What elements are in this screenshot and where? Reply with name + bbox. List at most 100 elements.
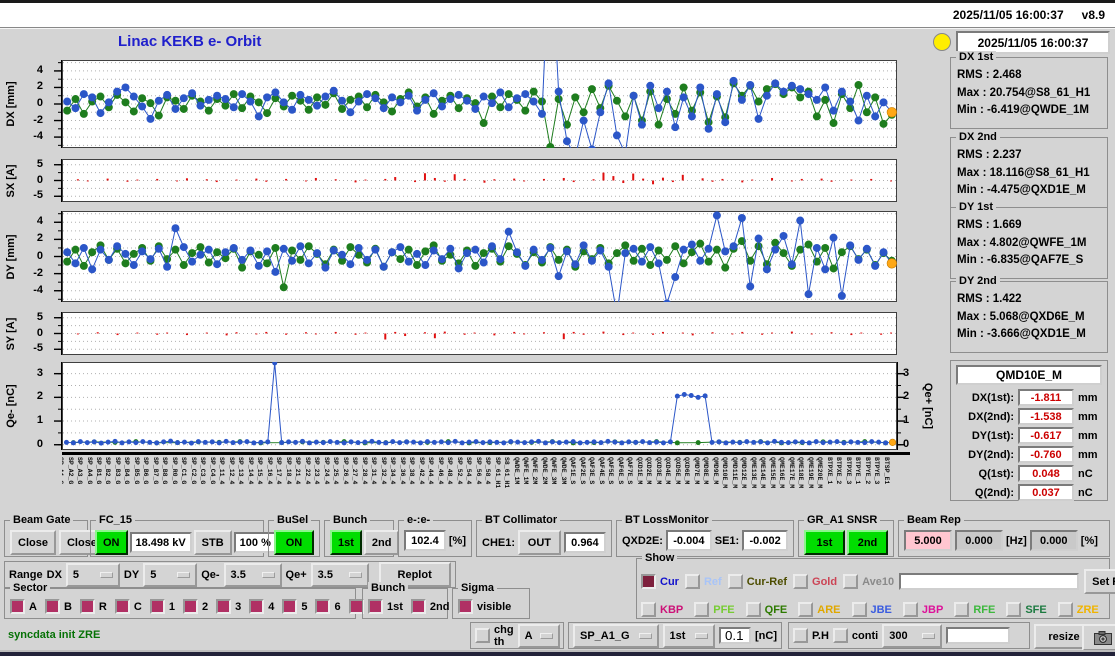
sp-select[interactable]: SP_A1_G	[573, 623, 659, 648]
range-qem-select[interactable]: 3.5	[223, 562, 282, 587]
cur-ref-toggle[interactable]: Cur-Ref	[727, 574, 787, 589]
che1-out-button[interactable]: OUT	[518, 530, 561, 555]
monitor-row-label: Q(2nd):	[974, 486, 1014, 499]
bt-collimator-legend: BT Collimator	[482, 514, 561, 526]
toggle-label: Ref	[703, 575, 722, 588]
checkbox-icon	[851, 602, 867, 617]
gr-a1-2nd-button[interactable]: 2nd	[847, 530, 888, 555]
ref-toggle[interactable]: Ref	[684, 574, 722, 589]
visible-toggle[interactable]: visible	[458, 599, 511, 614]
cur-toggle[interactable]: Cur	[641, 574, 679, 589]
toggle-label: 6	[334, 600, 341, 613]
chg-th-select[interactable]: A	[517, 623, 560, 648]
x-axis-label: SP_21_4	[294, 457, 302, 485]
stat-group-title: DX 2nd	[956, 131, 1000, 143]
ref-file-input[interactable]	[899, 573, 1080, 590]
beam-gate-close-1-button[interactable]: Close	[10, 530, 56, 555]
x-axis-label: QME17E_M	[787, 457, 795, 489]
x-axis-label: QMD8E_M	[702, 457, 710, 485]
range-dx-select[interactable]: 5	[65, 562, 120, 587]
bottom-edge	[0, 652, 1115, 656]
r-toggle[interactable]: R	[79, 599, 107, 614]
b-toggle[interactable]: B	[44, 599, 72, 614]
2nd-toggle[interactable]: 2nd	[410, 599, 449, 614]
are-toggle[interactable]: ARE	[798, 602, 841, 617]
gr-a1-1st-button[interactable]: 1st	[804, 530, 845, 555]
checkbox-icon	[902, 602, 918, 617]
beam-rep-group: Beam Rep 5.000 0.000 [Hz] 0.000 [%]	[898, 514, 1110, 557]
3-toggle[interactable]: 3	[216, 599, 241, 614]
bunch-2nd-button[interactable]: 2nd	[363, 530, 400, 555]
zre-toggle[interactable]: ZRE	[1057, 602, 1099, 617]
checkbox-icon	[282, 599, 298, 614]
x-axis-label: QME15E_M	[768, 457, 776, 489]
toggle-label: 1	[168, 600, 175, 613]
busel-on-button[interactable]: ON	[274, 530, 314, 555]
fc15-stb-button[interactable]: STB	[193, 530, 232, 555]
bunch-select-legend: Bunch	[368, 582, 409, 594]
gold-toggle[interactable]: Gold	[793, 574, 837, 589]
monitor-row-value: -1.811	[1018, 389, 1074, 406]
jbe-toggle[interactable]: JBE	[851, 602, 892, 617]
rfe-toggle[interactable]: RFE	[954, 602, 995, 617]
x-axis-label: SP_15_4	[256, 457, 264, 485]
range-qep-select[interactable]: 3.5	[310, 562, 369, 587]
checkbox-icon	[249, 599, 265, 614]
y-axis-title: DY [mm]	[5, 233, 17, 280]
y-tick-label: -5	[33, 342, 43, 355]
option-menu-bar-icon	[922, 632, 936, 639]
bunch-1st-button[interactable]: 1st	[330, 530, 362, 555]
ph-checkbox[interactable]	[793, 628, 808, 643]
y-axis-ticks: 5 0 -5	[20, 311, 45, 355]
fc15-pct-value: 100 %	[233, 532, 277, 553]
x-axis-label: BTPXE_1	[825, 457, 833, 485]
toggle-label: Ave10	[862, 575, 895, 588]
show-group: Show Cur Ref Cur-Ref Gold Ave10 Set Ref KBP P…	[636, 552, 1115, 619]
jbp-toggle[interactable]: JBP	[902, 602, 943, 617]
toggle-label: A	[29, 600, 37, 613]
toggle-label: 4	[268, 600, 275, 613]
x-axis-label: SP_C2_G	[189, 457, 197, 485]
fc15-on-button[interactable]: ON	[95, 530, 128, 555]
2-toggle[interactable]: 2	[182, 599, 208, 614]
y-tick-label: 0	[36, 437, 43, 450]
toggle-label: 5	[301, 600, 308, 613]
monitor-name: QMD10E_M	[956, 365, 1102, 385]
che1-label: CHE1:	[482, 536, 516, 549]
option-menu-bar-icon	[638, 632, 652, 639]
set-ref-button[interactable]: Set Ref	[1084, 569, 1115, 594]
x-axis-label: QWFE_1M	[521, 457, 529, 485]
4-toggle[interactable]: 4	[249, 599, 274, 614]
stat-group-title: DY 2nd	[956, 275, 1000, 287]
c-toggle[interactable]: C	[114, 599, 142, 614]
ee-ratio-value: 102.4	[404, 530, 446, 551]
chg-th-checkbox[interactable]	[475, 628, 490, 643]
sp-frame: SP_A1_G 1st [nC]	[568, 622, 782, 649]
points-select[interactable]: 300	[882, 623, 943, 648]
monitor-row-unit: mm	[1078, 410, 1098, 423]
x-axis-label: SP_22_4	[303, 457, 311, 485]
extra-input[interactable]	[946, 627, 1011, 644]
stat-line: RMS : 1.669	[957, 219, 1022, 231]
1st-toggle[interactable]: 1st	[368, 599, 403, 614]
threshold-input[interactable]	[719, 627, 751, 644]
6-toggle[interactable]: 6	[315, 599, 341, 614]
x-axis-label: QME18E_M	[797, 457, 805, 489]
range-dy-select[interactable]: 5	[143, 562, 198, 587]
sfe-toggle[interactable]: SFE	[1006, 602, 1047, 617]
monitor-row-label: DX(2nd):	[968, 410, 1014, 423]
a-toggle[interactable]: A	[10, 599, 37, 614]
monitor-row-label: DY(2nd):	[968, 448, 1014, 461]
5-toggle[interactable]: 5	[282, 599, 307, 614]
ave10-toggle[interactable]: Ave10	[843, 574, 894, 589]
pfe-toggle[interactable]: PFE	[694, 602, 735, 617]
conti-checkbox[interactable]	[832, 628, 848, 643]
x-axis-label: QWFE_2M	[531, 457, 539, 485]
qfe-toggle[interactable]: QFE	[745, 602, 787, 617]
camera-button[interactable]	[1082, 624, 1115, 651]
bt-lossmonitor-legend: BT LossMonitor	[622, 514, 712, 526]
bunch-order-select[interactable]: 1st	[662, 623, 715, 648]
1-toggle[interactable]: 1	[149, 599, 175, 614]
monitor-panel: QMD10E_M DX(1st): -1.811 mm DX(2nd): -1.538 m…	[950, 360, 1108, 501]
kbp-toggle[interactable]: KBP	[641, 602, 683, 617]
